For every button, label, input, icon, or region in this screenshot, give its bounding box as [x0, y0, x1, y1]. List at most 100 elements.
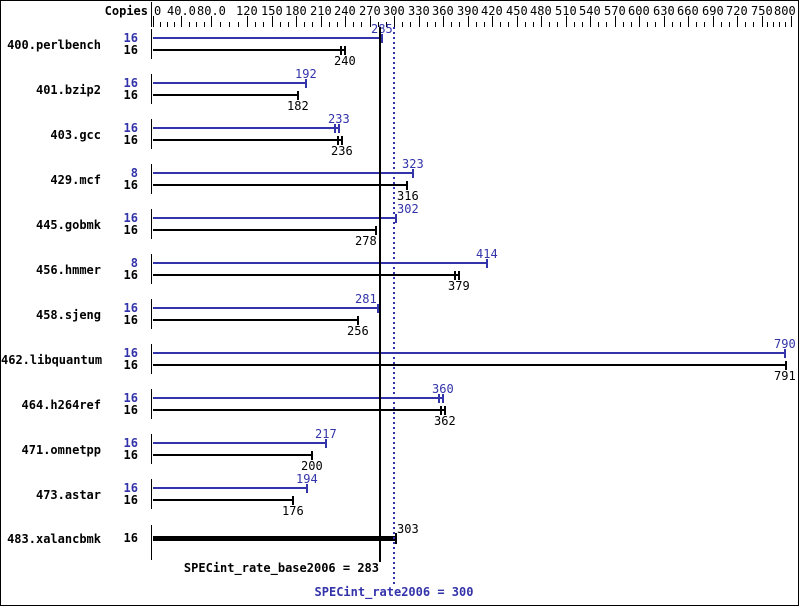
base-value-label: 278	[355, 234, 377, 248]
base-bar	[153, 139, 342, 141]
row-spine	[151, 389, 152, 419]
axis-major-tick	[688, 16, 689, 27]
peak-bar	[153, 307, 378, 309]
axis-minor-tick	[721, 22, 722, 27]
axis-minor-tick	[427, 22, 428, 27]
base-bar-median-tick	[440, 406, 442, 415]
axis-minor-tick	[745, 22, 746, 27]
axis-major-tick	[153, 16, 154, 27]
axis-major-tick	[370, 16, 371, 27]
base-summary-caption: SPECint_rate_base2006 = 283	[183, 561, 379, 575]
peak-value-label: 217	[315, 427, 337, 441]
axis-minor-tick	[500, 22, 501, 27]
axis-tick-label: 270	[359, 4, 381, 18]
base-value-label: 316	[397, 189, 419, 203]
base-value-label: 362	[434, 414, 456, 428]
base-bar-end-tick	[785, 361, 787, 370]
base-bar-end-tick	[341, 136, 343, 145]
axis-tick-label: 540	[579, 4, 601, 18]
axis-major-tick	[791, 16, 792, 27]
y-axis-spine	[151, 2, 152, 27]
peak-bar	[153, 37, 382, 39]
axis-minor-tick	[229, 22, 230, 27]
base-bar	[153, 499, 293, 501]
axis-major-tick	[713, 16, 714, 27]
axis-minor-tick	[508, 22, 509, 27]
benchmark-name: 401.bzip2	[35, 83, 101, 97]
axis-tick-label: 330	[408, 4, 430, 18]
copies-column-header: Copies	[104, 4, 148, 18]
peak-reference-line	[393, 27, 395, 585]
axis-tick-label: 600	[628, 4, 650, 18]
axis-major-tick	[394, 16, 395, 27]
row-spine	[151, 299, 152, 329]
axis-minor-tick	[459, 22, 460, 27]
peak-bar-end-tick	[325, 439, 327, 448]
row-spine	[151, 119, 152, 149]
base-bar-median-tick	[340, 46, 342, 55]
base-bar	[153, 49, 345, 51]
axis-minor-tick	[386, 22, 387, 27]
axis-minor-tick	[378, 22, 379, 27]
base-reference-line	[379, 27, 381, 562]
base-copies-label: 16	[123, 313, 138, 327]
axis-major-tick	[468, 16, 469, 27]
axis-tick-label: 210	[310, 4, 332, 18]
axis-tick-label: 720	[726, 4, 748, 18]
axis-minor-tick	[312, 22, 313, 27]
base-bar-median-tick	[337, 136, 339, 145]
axis-minor-tick	[361, 22, 362, 27]
base-bar	[153, 364, 786, 366]
peak-bar-end-tick	[486, 259, 488, 268]
base-bar	[153, 454, 312, 456]
axis-tick-label: 80.0	[197, 4, 226, 18]
base-bar	[153, 184, 407, 186]
base-value-label: 182	[287, 99, 309, 113]
peak-bar-end-tick	[381, 34, 383, 43]
combined-value-label: 303	[397, 522, 419, 536]
base-value-label: 379	[448, 279, 470, 293]
row-spine	[151, 209, 152, 239]
base-bar	[153, 274, 459, 276]
axis-minor-tick	[647, 22, 648, 27]
axis-minor-tick	[402, 22, 403, 27]
peak-value-label: 790	[774, 337, 796, 351]
axis-major-tick	[492, 16, 493, 27]
peak-bar	[153, 82, 306, 84]
benchmark-name: 456.hmmer	[35, 263, 101, 277]
axis-tick-label: 240	[334, 4, 356, 18]
benchmark-name: 464.h264ref	[21, 398, 101, 412]
base-copies-label: 16	[123, 223, 138, 237]
axis-tick-label: 690	[702, 4, 724, 18]
axis-minor-tick	[533, 22, 534, 27]
base-bar-end-tick	[311, 451, 313, 460]
axis-minor-tick	[525, 22, 526, 27]
axis-major-tick	[443, 16, 444, 27]
row-spine	[151, 164, 152, 194]
benchmark-name: 473.astar	[35, 488, 101, 502]
base-copies-label: 16	[123, 448, 138, 462]
peak-copies-label: 16	[123, 76, 138, 90]
axis-minor-tick	[174, 22, 175, 27]
axis-tick-label: 510	[555, 4, 577, 18]
axis-minor-tick	[574, 22, 575, 27]
axis-minor-tick	[484, 22, 485, 27]
axis-minor-tick	[304, 22, 305, 27]
axis-minor-tick	[680, 22, 681, 27]
peak-bar	[153, 442, 326, 444]
axis-minor-tick	[255, 22, 256, 27]
axis-minor-tick	[549, 22, 550, 27]
row-spine	[151, 254, 152, 284]
peak-value-label: 194	[296, 472, 318, 486]
base-bar-end-tick	[292, 496, 294, 505]
axis-major-tick	[590, 16, 591, 27]
axis-minor-tick	[160, 22, 161, 27]
peak-bar-median-tick	[334, 124, 336, 133]
base-bar	[153, 319, 358, 321]
axis-minor-tick	[729, 22, 730, 27]
row-spine	[151, 344, 152, 374]
peak-bar-end-tick	[395, 214, 397, 223]
combined-copies-label: 16	[123, 531, 138, 545]
peak-value-label: 281	[355, 292, 377, 306]
axis-tick-label: 150	[261, 4, 283, 18]
